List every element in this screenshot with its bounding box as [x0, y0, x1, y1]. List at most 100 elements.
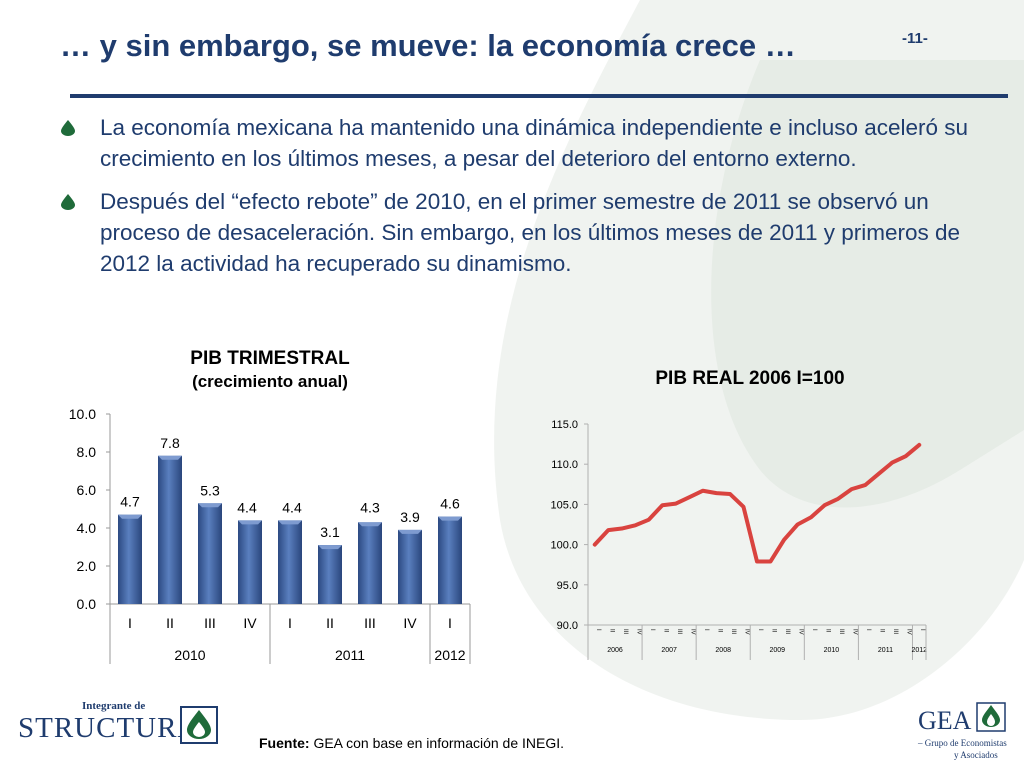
- bar-category-label: I: [128, 615, 132, 631]
- bar: [118, 514, 142, 604]
- line-chart-quarter-label: III: [892, 629, 898, 634]
- bar-value-label: 5.3: [200, 482, 220, 498]
- slide-title: … y sin embargo, se mueve: la economía c…: [60, 28, 796, 63]
- bar: [158, 455, 182, 604]
- line-chart-y-tick-label: 100.0: [550, 540, 578, 552]
- line-point: [836, 497, 840, 501]
- line-chart-quarter-label: IV: [743, 629, 749, 635]
- bar-top-bevel: [278, 520, 302, 525]
- bar-chart-title: PIB TRIMESTRAL: [190, 348, 350, 369]
- line-point: [904, 454, 908, 458]
- bar-chart-y-tick-label: 0.0: [77, 596, 97, 612]
- line-chart-quarter-label: III: [622, 629, 628, 634]
- bullet-list: La economía mexicana ha mantenido una di…: [60, 112, 970, 291]
- line-point: [877, 472, 881, 476]
- line-chart-quarter-label: II: [608, 629, 614, 633]
- line-chart-quarter-label: I: [595, 629, 601, 631]
- bar-top-bevel: [118, 514, 142, 519]
- line-chart-quarter-label: II: [662, 629, 668, 633]
- bar-top-bevel: [398, 529, 422, 534]
- bar-group-label: 2012: [434, 647, 465, 663]
- bar-top-bevel: [358, 522, 382, 527]
- bar-chart: 0.02.04.06.08.010.04.7I7.8II5.3III4.4IV4…: [69, 406, 471, 664]
- bar-category-label: III: [364, 615, 376, 631]
- line-chart-quarter-label: II: [716, 629, 722, 633]
- bar-value-label: 4.4: [237, 499, 257, 515]
- source-text: GEA con base en información de INEGI.: [309, 735, 565, 751]
- bar-category-label: IV: [243, 615, 257, 631]
- bar-top-bevel: [238, 520, 262, 525]
- line-chart-quarter-label: III: [784, 629, 790, 634]
- bar-category-label: II: [326, 615, 334, 631]
- line-chart-quarter-label: IV: [798, 629, 804, 635]
- source-note: Fuente: GEA con base en información de I…: [259, 735, 564, 751]
- page-number: -11-: [902, 30, 928, 47]
- bullet-text: La economía mexicana ha mantenido una di…: [100, 115, 969, 171]
- bar-chart-y-tick-label: 4.0: [77, 520, 97, 536]
- line-point: [593, 543, 597, 547]
- bar-chart-y-tick-label: 6.0: [77, 482, 97, 498]
- line-chart-y-tick-label: 105.0: [550, 499, 578, 511]
- bar: [238, 520, 262, 604]
- gea-logo-icon: [976, 702, 1006, 732]
- bar-group-label: 2010: [174, 647, 205, 663]
- source-label: Fuente:: [259, 735, 310, 751]
- bullet-item: La economía mexicana ha mantenido una di…: [60, 112, 970, 174]
- line-chart-y-tick-label: 95.0: [557, 580, 578, 592]
- line-point: [890, 461, 894, 465]
- bar: [198, 503, 222, 604]
- line-chart-quarter-label: I: [919, 629, 925, 631]
- line-chart-quarter-label: IV: [689, 629, 695, 635]
- bar-value-label: 4.3: [360, 499, 380, 515]
- bullet-drop-icon: [61, 120, 75, 136]
- line-point: [809, 515, 813, 519]
- bullet-drop-icon: [61, 194, 75, 210]
- line-chart-quarter-label: I: [649, 629, 655, 631]
- bar: [278, 520, 302, 604]
- bullet-text: Después del “efecto rebote” de 2010, en …: [100, 189, 961, 276]
- bar-top-bevel: [198, 503, 222, 508]
- line-chart-quarter-label: I: [757, 629, 763, 631]
- line-point: [796, 523, 800, 526]
- line-chart-year-label: 2007: [661, 647, 677, 654]
- bar-top-bevel: [158, 455, 182, 460]
- line-point: [647, 518, 651, 522]
- line-point: [728, 492, 732, 496]
- bar-category-label: II: [166, 615, 174, 631]
- bar-top-bevel: [438, 516, 462, 521]
- bar-value-label: 4.6: [440, 496, 460, 512]
- line-point: [917, 443, 921, 447]
- bar-group-label: 2011: [335, 647, 365, 663]
- bar-chart-y-tick-label: 8.0: [77, 444, 97, 460]
- line-series: [592, 442, 922, 564]
- bar-top-bevel: [318, 545, 342, 550]
- bar-value-label: 4.4: [282, 499, 302, 515]
- line-chart-year-label: 2011: [878, 647, 893, 654]
- line-chart-quarter-label: I: [865, 629, 871, 631]
- bar: [318, 545, 342, 604]
- gea-logo-text: GEA: [918, 706, 972, 735]
- line-point: [850, 487, 854, 491]
- line-chart-quarter-label: III: [838, 629, 844, 634]
- bar-category-label: I: [448, 615, 452, 631]
- bar-chart-title-block: PIB TRIMESTRAL (crecimiento anual): [115, 348, 425, 392]
- bar: [398, 529, 422, 604]
- line-point: [701, 489, 705, 493]
- line-point: [606, 528, 610, 532]
- line-chart-year-label: 2010: [824, 647, 840, 654]
- bar-category-label: IV: [403, 615, 417, 631]
- line-chart-quarter-label: II: [825, 629, 831, 633]
- bar-value-label: 3.1: [320, 524, 340, 540]
- line-chart-quarter-label: I: [703, 629, 709, 631]
- bullet-item: Después del “efecto rebote” de 2010, en …: [60, 186, 970, 279]
- line-point: [714, 491, 718, 495]
- bar-value-label: 7.8: [160, 435, 180, 451]
- bar-chart-y-tick-label: 2.0: [77, 558, 97, 574]
- bar-chart-subtitle: (crecimiento anual): [192, 372, 348, 391]
- line-chart-quarter-label: I: [811, 629, 817, 631]
- bar-category-label: III: [204, 615, 216, 631]
- line-point: [633, 523, 637, 527]
- line-point: [674, 502, 678, 506]
